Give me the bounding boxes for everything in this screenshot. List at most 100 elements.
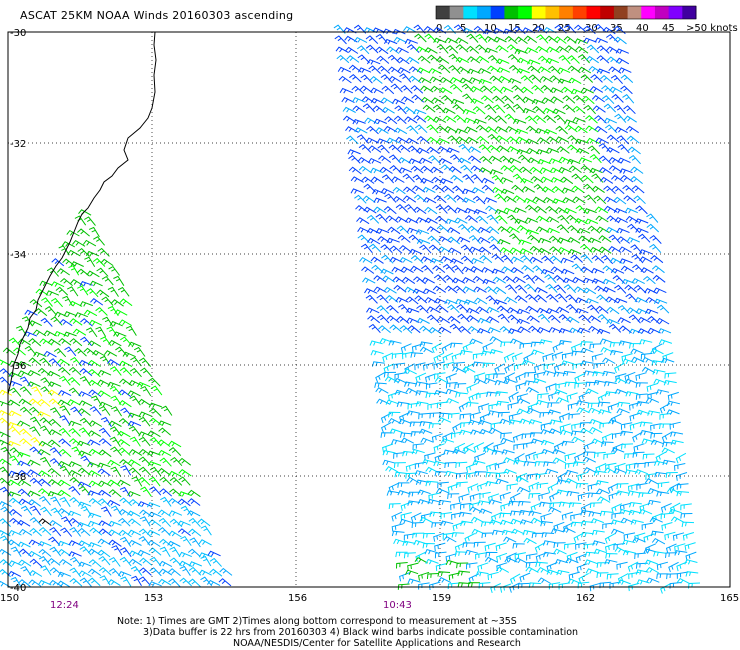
wind-barb: [64, 346, 77, 357]
wind-barb: [448, 166, 462, 174]
wind-barb: [628, 509, 642, 516]
wind-barb: [369, 76, 383, 84]
wind-barb: [605, 552, 618, 559]
wind-barb: [591, 529, 605, 536]
wind-barb: [441, 95, 454, 104]
wind-barb: [38, 556, 51, 566]
wind-barb: [57, 479, 71, 487]
wind-barb: [598, 235, 612, 243]
wind-barb: [623, 195, 637, 204]
wind-barb: [455, 56, 470, 64]
wind-barb: [514, 128, 529, 135]
wind-barb: [410, 512, 422, 523]
wind-barb: [375, 371, 386, 383]
wind-barb: [462, 197, 476, 204]
wind-barb: [128, 467, 142, 477]
wind-barb: [506, 44, 520, 53]
wind-barb: [431, 522, 444, 528]
wind-barb: [17, 338, 32, 346]
wind-barb: [359, 85, 373, 94]
wind-barb: [479, 85, 493, 94]
wind-barb: [127, 390, 141, 397]
wind-barb: [178, 457, 192, 466]
wind-barb: [589, 343, 602, 350]
wind-barb: [591, 95, 605, 103]
wind-barb: [348, 155, 361, 164]
wind-barb: [7, 479, 21, 487]
wind-barb: [630, 166, 644, 174]
wind-barb: [444, 205, 457, 214]
wind-barb: [629, 412, 641, 422]
wind-barb: [432, 116, 447, 123]
wind-barb: [200, 525, 212, 536]
wind-barb: [473, 378, 488, 385]
wind-barb: [504, 35, 518, 44]
wind-barb: [511, 352, 523, 363]
wind-barb: [489, 519, 503, 525]
wind-barb: [596, 45, 610, 54]
wind-barb: [525, 451, 537, 461]
wind-barb: [627, 146, 641, 155]
wind-barb: [525, 566, 539, 573]
wind-barb: [646, 223, 660, 233]
wind-barb: [637, 316, 651, 324]
wind-barb: [209, 557, 222, 567]
wind-barb: [543, 114, 557, 124]
wind-barb: [453, 361, 466, 369]
wind-barb: [384, 193, 397, 203]
wind-barb: [577, 54, 590, 64]
wind-barb: [48, 429, 62, 436]
wind-barb: [30, 437, 43, 447]
wind-barb: [613, 104, 626, 115]
wind-barb: [523, 274, 536, 284]
wind-barb: [505, 284, 518, 294]
wind-barb: [149, 567, 162, 577]
wind-barb: [462, 446, 476, 453]
lon-label: 156: [288, 593, 307, 604]
wind-barb: [107, 479, 121, 487]
wind-barb: [425, 558, 439, 565]
wind-barb: [343, 115, 357, 123]
wind-barb: [617, 401, 630, 408]
wind-barb: [428, 327, 442, 335]
wind-barb: [647, 327, 661, 334]
wind-barb: [97, 247, 110, 257]
wind-barb: [649, 234, 662, 244]
wind-barb: [92, 257, 106, 267]
wind-barb: [638, 492, 651, 498]
wind-barb: [424, 47, 438, 54]
wind-barb: [139, 557, 153, 566]
wind-barb: [139, 509, 153, 518]
wind-barb: [107, 579, 121, 587]
wind-barb: [558, 340, 572, 346]
wind-barb: [365, 294, 378, 304]
wind-barb: [564, 381, 578, 388]
wind-barb: [641, 356, 656, 363]
wind-barb: [95, 307, 108, 316]
wind-barb: [9, 447, 22, 457]
wind-barb: [617, 579, 631, 585]
wind-barb: [460, 164, 473, 174]
wind-barb: [628, 571, 640, 580]
wind-barb: [613, 36, 627, 45]
wind-barb: [366, 59, 381, 65]
wind-barb: [556, 224, 570, 234]
wind-barb: [609, 86, 623, 93]
wind-barb: [442, 432, 453, 443]
wind-barb: [127, 459, 141, 467]
wind-barb: [393, 362, 406, 370]
wind-barb: [552, 342, 564, 353]
wind-barb: [422, 288, 436, 295]
wind-barb: [527, 157, 541, 164]
wind-barb: [119, 536, 132, 547]
wind-barb: [58, 448, 72, 458]
wind-barb: [399, 325, 413, 334]
wind-barb: [51, 258, 65, 267]
wind-barb: [439, 178, 453, 184]
wind-barb: [526, 473, 539, 481]
wind-barb: [119, 497, 132, 507]
wind-barb: [559, 412, 570, 423]
wind-barb: [420, 256, 434, 263]
wind-barb: [540, 520, 553, 527]
wind-barb: [539, 176, 554, 183]
